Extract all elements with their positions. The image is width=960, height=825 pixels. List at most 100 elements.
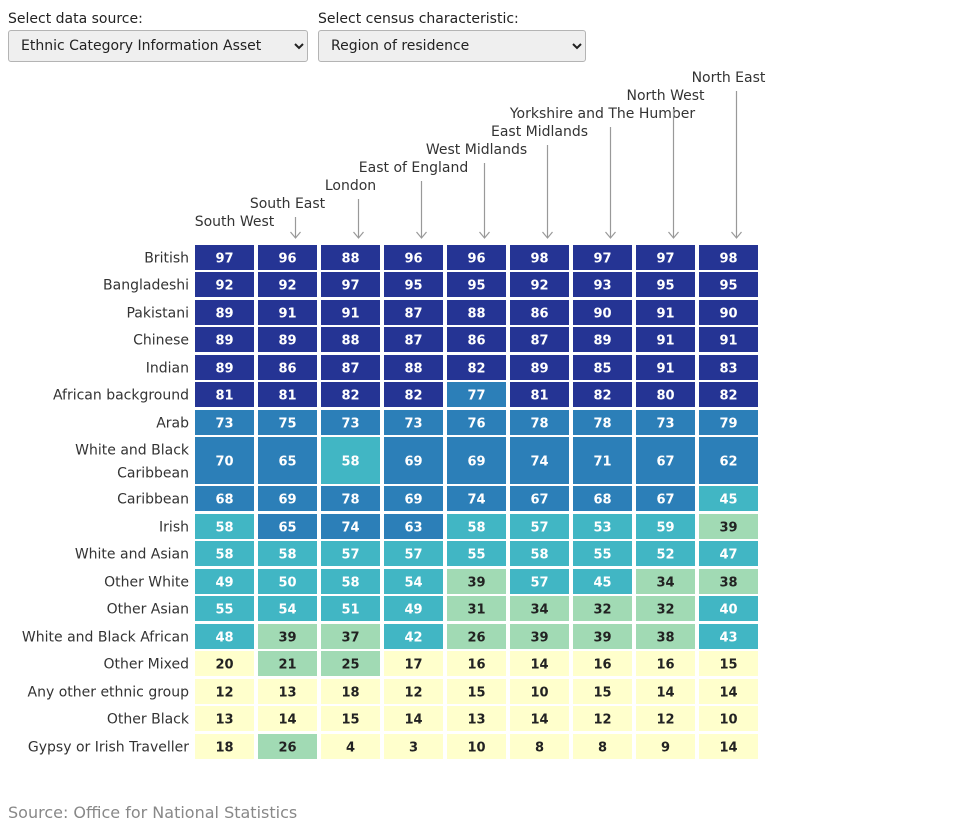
heatmap-cell [510,624,569,649]
heatmap-cell [321,486,380,511]
heatmap-cell [384,245,443,270]
heatmap-cell [573,624,632,649]
cell-value-label: 97 [593,252,611,267]
row-label: White and Black African [22,630,189,646]
heatmap-cell [321,541,380,566]
heatmap-cell [258,596,317,621]
column-header: Yorkshire and The Humber [509,106,696,122]
heatmap-cell [510,272,569,297]
cell-value-label: 68 [593,493,611,508]
column-arrowhead [290,231,301,239]
heatmap-cell [636,245,695,270]
heatmap-cell [510,651,569,676]
cell-value-label: 89 [215,334,233,349]
heatmap-cell [384,706,443,731]
row-label: Other Mixed [103,657,189,673]
cell-value-label: 17 [404,658,422,673]
cell-value-label: 55 [467,548,485,563]
heatmap-cell [699,624,758,649]
column-header: South East [250,196,326,212]
heatmap-cell [699,272,758,297]
heatmap-cell [510,327,569,352]
cell-value-label: 14 [530,713,548,728]
cell-value-label: 47 [719,548,737,563]
heatmap-cell [447,382,506,407]
cell-value-label: 67 [656,493,674,508]
heatmap-cell [195,382,254,407]
cell-value-label: 88 [467,307,485,322]
column-arrowhead [668,231,679,239]
cell-value-label: 58 [530,548,548,563]
cell-value-label: 34 [530,603,548,618]
heatmap-cell [195,486,254,511]
data-source-select[interactable]: Ethnic Category Information Asset [8,30,308,62]
cell-value-label: 82 [467,362,485,377]
heatmap-cell [321,437,380,484]
heatmap-cell [195,272,254,297]
cell-value-label: 97 [215,252,233,267]
heatmap-cell [321,514,380,539]
cell-value-label: 82 [593,389,611,404]
heatmap-cell [447,651,506,676]
heatmap-cell [258,706,317,731]
heatmap-cell [573,355,632,380]
heatmap-cell [699,706,758,731]
cell-value-label: 52 [656,548,674,563]
cell-value-label: 39 [530,631,548,646]
heatmap-cell [195,410,254,435]
cell-value-label: 4 [346,741,355,756]
census-characteristic-label: Select census characteristic: [318,11,519,27]
heatmap-cell [699,596,758,621]
heatmap-cell [195,327,254,352]
heatmap-cell [636,596,695,621]
cell-value-label: 58 [215,521,233,536]
cell-value-label: 74 [530,455,548,470]
heatmap-cell [195,569,254,594]
heatmap-cell [195,300,254,325]
cell-value-label: 90 [593,307,611,322]
cell-value-label: 63 [404,521,422,536]
cell-value-label: 34 [656,576,674,591]
heatmap-cell [447,486,506,511]
cell-value-label: 68 [215,493,233,508]
cell-value-label: 26 [467,631,485,646]
census-characteristic-select[interactable]: Region of residence [318,30,586,62]
cell-value-label: 86 [530,307,548,322]
heatmap-cell [636,624,695,649]
column-header: East of England [359,160,468,176]
row-label: Chinese [133,333,189,349]
cell-value-label: 93 [593,279,611,294]
cell-value-label: 58 [467,521,485,536]
cell-value-label: 13 [467,713,485,728]
cell-value-label: 39 [593,631,611,646]
heatmap-cell [384,596,443,621]
cell-value-label: 92 [215,279,233,294]
cell-value-label: 12 [404,686,422,701]
cell-value-label: 40 [719,603,737,618]
cell-value-label: 80 [656,389,674,404]
heatmap-cell [195,437,254,484]
heatmap-cell [636,706,695,731]
cell-value-label: 74 [467,493,485,508]
cell-value-label: 85 [593,362,611,377]
cell-value-label: 49 [404,603,422,618]
heatmap-cell [321,734,380,759]
cell-value-label: 57 [530,521,548,536]
heatmap-cell [195,651,254,676]
cell-value-label: 13 [278,686,296,701]
heatmap-cell [636,541,695,566]
heatmap-cell [510,245,569,270]
heatmap-cell [258,245,317,270]
heatmap-cell [447,541,506,566]
cell-value-label: 31 [467,603,485,618]
heatmap-cell [447,624,506,649]
heatmap-cell [510,300,569,325]
cell-value-label: 39 [719,521,737,536]
cell-value-label: 16 [467,658,485,673]
heatmap-cell [447,437,506,484]
cell-value-label: 82 [341,389,359,404]
heatmap-cell [510,410,569,435]
heatmap-cell [321,272,380,297]
heatmap-cell [384,272,443,297]
cell-value-label: 76 [467,417,485,432]
